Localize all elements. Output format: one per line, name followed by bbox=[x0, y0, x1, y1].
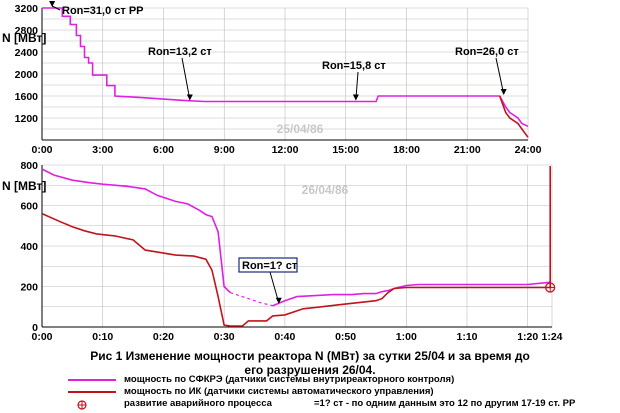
y-tick-label: 2400 bbox=[15, 47, 39, 59]
legend-label-event: развитие аварийного процесса bbox=[124, 398, 272, 409]
annotation-arrow bbox=[51, 5, 61, 11]
x-tick-label: 1:24 bbox=[541, 331, 562, 343]
x-tick-label: 0:40 bbox=[274, 331, 295, 343]
y-tick-label: 2800 bbox=[15, 25, 39, 37]
annotation-label: Ron=26,0 ст bbox=[455, 46, 519, 58]
series-line-sfkre-dashed bbox=[230, 292, 273, 307]
legend-label-sfkre: мощность по СФКРЭ (датчики системы внутр… bbox=[124, 374, 455, 385]
x-tick-label: 0:00 bbox=[31, 331, 52, 343]
y-axis-label: N [МВт] bbox=[2, 179, 46, 193]
date-watermark: 26/04/86 bbox=[302, 183, 349, 197]
x-tick-label: 0:00 bbox=[31, 144, 52, 156]
y-tick-label: 800 bbox=[20, 160, 38, 172]
date-watermark: 25/04/86 bbox=[277, 122, 324, 136]
arrowhead-icon bbox=[275, 297, 282, 304]
x-tick-label: 6:00 bbox=[153, 144, 174, 156]
x-tick-label: 21:00 bbox=[454, 144, 481, 156]
series-line-sfkre bbox=[272, 281, 551, 307]
annotation-arrow bbox=[495, 57, 505, 95]
legend-note: =1? ст - по одним данным это 12 по други… bbox=[314, 398, 576, 409]
x-tick-label: 0:20 bbox=[153, 331, 174, 343]
annotation-label: Ron=31,0 ст РР bbox=[62, 5, 144, 17]
y-axis-label: N [МВт] bbox=[2, 31, 46, 45]
y-tick-label: 1200 bbox=[15, 113, 39, 125]
x-tick-label: 0:10 bbox=[92, 331, 113, 343]
y-tick-label: 3200 bbox=[15, 3, 39, 15]
y-tick-label: 1600 bbox=[15, 91, 39, 103]
x-tick-label: 24:00 bbox=[515, 144, 542, 156]
y-tick-label: 400 bbox=[20, 241, 38, 253]
x-tick-label: 3:00 bbox=[92, 144, 113, 156]
annotation-label: Ron=15,8 ст bbox=[322, 60, 386, 72]
arrowhead-icon bbox=[352, 94, 359, 101]
annotation-arrow bbox=[181, 57, 191, 100]
legend-event-marker-icon bbox=[77, 400, 87, 410]
legend-swatches bbox=[68, 379, 116, 410]
x-tick-label: 1:20 bbox=[517, 331, 538, 343]
annotation-box bbox=[238, 257, 298, 273]
chart-25-04: 25/04/86 1200 1600 2000 2400 2800 3200 0:00 3:00… bbox=[2, 1, 542, 156]
y-tick-label: 200 bbox=[20, 282, 38, 294]
figure-caption: Рис 1 Изменение мощности реактора N (МВт… bbox=[0, 349, 620, 377]
legend-label-ik: мощность по ИК (датчики системы автомати… bbox=[124, 386, 434, 397]
chart-26-04: 26/04/86 0 200 400 600 800 0:00 0:10 0:20 0:30 0:4… bbox=[2, 160, 563, 343]
annotation-label: Ron=1? ст bbox=[242, 260, 298, 272]
x-tick-label: 1:10 bbox=[456, 331, 477, 343]
annotation-label: Ron=13,2 ст bbox=[148, 46, 212, 58]
x-tick-label: 0:30 bbox=[214, 331, 235, 343]
caption-line-1: Рис 1 Изменение мощности реактора N (МВт… bbox=[90, 349, 530, 363]
x-tick-label: 18:00 bbox=[393, 144, 420, 156]
caption-line-2: его разрушения 26/04. bbox=[244, 363, 376, 377]
arrowhead-icon bbox=[186, 94, 193, 101]
x-tick-label: 1:00 bbox=[396, 331, 417, 343]
y-tick-label: 2000 bbox=[15, 69, 39, 81]
arrowhead-icon bbox=[500, 89, 507, 95]
arrowhead-icon bbox=[49, 1, 56, 7]
series-line-ik bbox=[41, 166, 552, 327]
series-line-ik bbox=[498, 95, 529, 138]
x-tick-label: 9:00 bbox=[214, 144, 235, 156]
x-tick-label: 0:50 bbox=[335, 331, 356, 343]
x-tick-label: 12:00 bbox=[272, 144, 299, 156]
y-tick-label: 0 bbox=[32, 322, 38, 334]
y-tick-label: 600 bbox=[20, 201, 38, 213]
x-tick-label: 15:00 bbox=[332, 144, 359, 156]
annotation-arrow bbox=[269, 271, 280, 303]
series-line-sfkre bbox=[41, 168, 231, 294]
